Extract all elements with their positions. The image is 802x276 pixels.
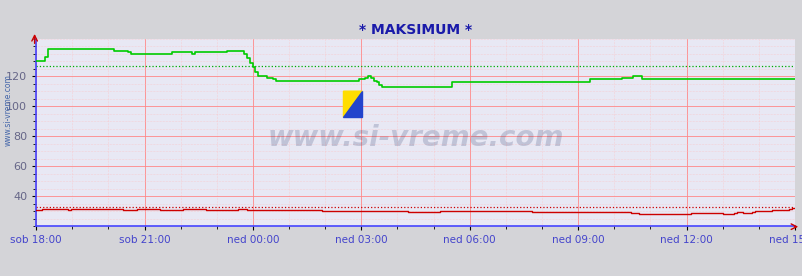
Text: www.si-vreme.com: www.si-vreme.com: [4, 75, 13, 146]
Polygon shape: [343, 91, 362, 118]
Polygon shape: [343, 91, 362, 118]
Title: * MAKSIMUM *: * MAKSIMUM *: [358, 23, 472, 38]
Text: www.si-vreme.com: www.si-vreme.com: [267, 124, 563, 152]
